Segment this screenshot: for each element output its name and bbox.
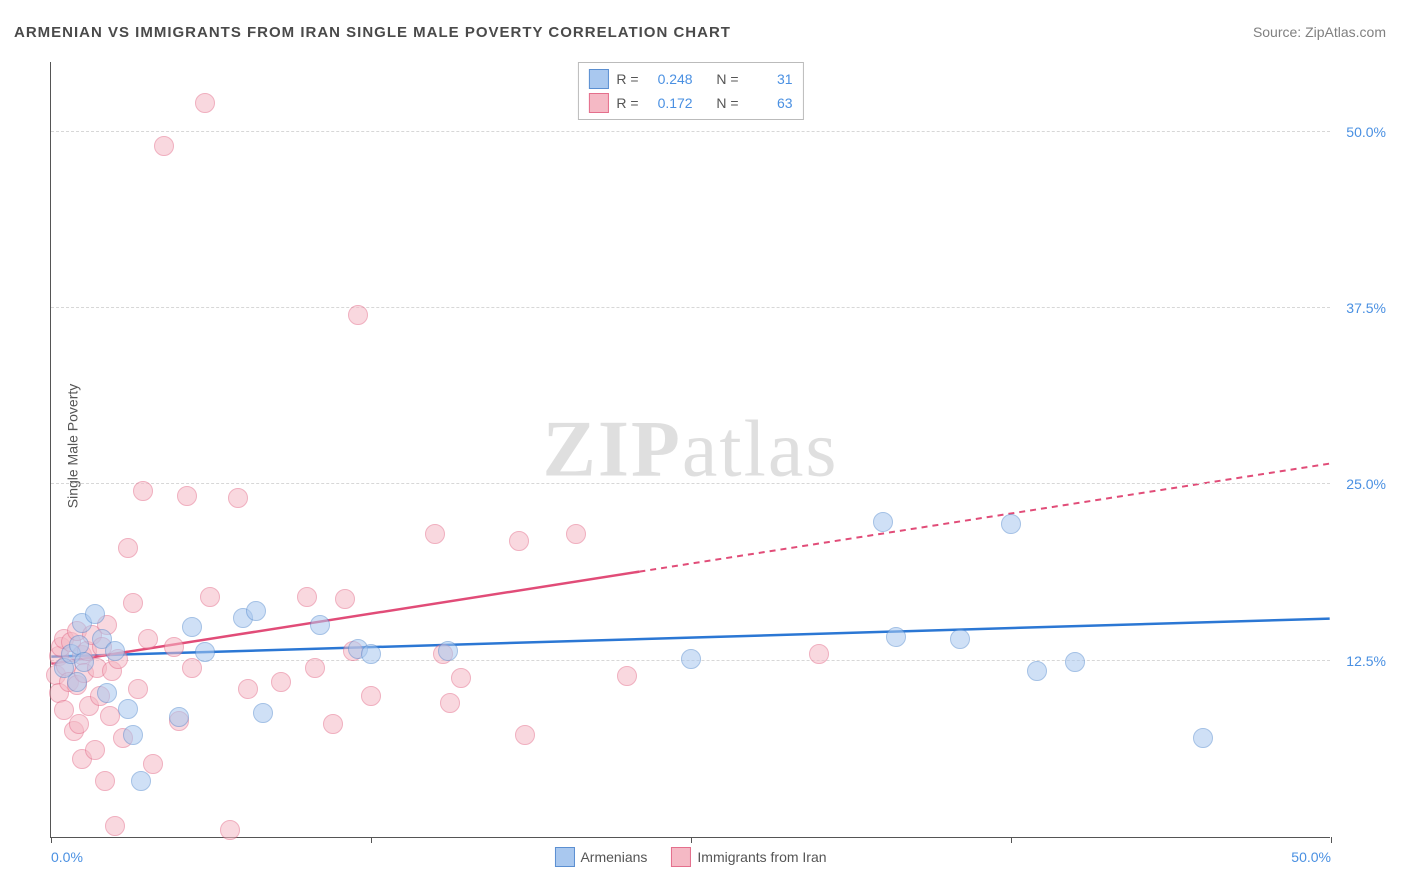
scatter-point <box>451 668 471 688</box>
series-legend-item: Immigrants from Iran <box>671 847 826 867</box>
scatter-point <box>1001 514 1021 534</box>
watermark: ZIPatlas <box>543 404 839 495</box>
x-tick <box>51 837 52 843</box>
scatter-point <box>169 707 189 727</box>
scatter-point <box>195 642 215 662</box>
scatter-point <box>138 629 158 649</box>
scatter-point <box>85 604 105 624</box>
scatter-point <box>131 771 151 791</box>
legend-r-value: 0.172 <box>647 95 693 111</box>
scatter-point <box>425 524 445 544</box>
x-tick <box>1331 837 1332 843</box>
scatter-point <box>681 649 701 669</box>
scatter-point <box>323 714 343 734</box>
series-legend-item: Armenians <box>554 847 647 867</box>
scatter-point <box>74 652 94 672</box>
scatter-point <box>438 641 458 661</box>
source-label: Source: ZipAtlas.com <box>1253 24 1386 40</box>
scatter-point <box>118 538 138 558</box>
scatter-point <box>305 658 325 678</box>
scatter-point <box>1193 728 1213 748</box>
scatter-point <box>950 629 970 649</box>
legend-swatch <box>554 847 574 867</box>
scatter-point <box>886 627 906 647</box>
scatter-point <box>809 644 829 664</box>
legend-r-label: R = <box>616 71 638 87</box>
y-tick-label: 37.5% <box>1346 300 1386 316</box>
scatter-point <box>97 683 117 703</box>
scatter-point <box>95 771 115 791</box>
scatter-point <box>228 488 248 508</box>
scatter-point <box>361 686 381 706</box>
scatter-point <box>182 617 202 637</box>
grid-line <box>51 307 1330 308</box>
scatter-point <box>105 816 125 836</box>
scatter-point <box>133 481 153 501</box>
scatter-point <box>348 305 368 325</box>
legend-swatch <box>588 69 608 89</box>
scatter-point <box>310 615 330 635</box>
scatter-point <box>297 587 317 607</box>
scatter-point <box>335 589 355 609</box>
scatter-point <box>253 703 273 723</box>
x-tick-label: 0.0% <box>51 849 83 865</box>
regression-line-dashed <box>639 464 1329 572</box>
scatter-point <box>238 679 258 699</box>
scatter-point <box>67 672 87 692</box>
legend-row: R = 0.248 N = 31 <box>588 67 792 91</box>
scatter-point <box>271 672 291 692</box>
scatter-point <box>85 740 105 760</box>
grid-line <box>51 131 1330 132</box>
scatter-point <box>200 587 220 607</box>
grid-line <box>51 483 1330 484</box>
scatter-point <box>1065 652 1085 672</box>
scatter-point <box>123 725 143 745</box>
x-tick <box>691 837 692 843</box>
scatter-point <box>1027 661 1047 681</box>
scatter-point <box>515 725 535 745</box>
scatter-point <box>118 699 138 719</box>
scatter-point <box>164 637 184 657</box>
legend-swatch <box>671 847 691 867</box>
scatter-point <box>195 93 215 113</box>
y-tick-label: 25.0% <box>1346 476 1386 492</box>
scatter-point <box>361 644 381 664</box>
series-name: Armenians <box>580 849 647 865</box>
scatter-point <box>440 693 460 713</box>
scatter-point <box>123 593 143 613</box>
scatter-point <box>69 714 89 734</box>
chart-title: ARMENIAN VS IMMIGRANTS FROM IRAN SINGLE … <box>14 24 731 41</box>
x-tick-label: 50.0% <box>1291 849 1331 865</box>
scatter-point <box>143 754 163 774</box>
scatter-point <box>128 679 148 699</box>
scatter-point <box>617 666 637 686</box>
source-text: ZipAtlas.com <box>1305 24 1386 40</box>
legend-row: R = 0.172 N = 63 <box>588 91 792 115</box>
scatter-point <box>873 512 893 532</box>
scatter-point <box>566 524 586 544</box>
scatter-point <box>509 531 529 551</box>
y-tick-label: 12.5% <box>1346 653 1386 669</box>
correlation-legend: R = 0.248 N = 31 R = 0.172 N = 63 <box>577 62 803 120</box>
chart-container: ARMENIAN VS IMMIGRANTS FROM IRAN SINGLE … <box>0 0 1406 892</box>
legend-n-value: 31 <box>747 71 793 87</box>
series-legend: Armenians Immigrants from Iran <box>554 847 826 867</box>
regression-lines-layer <box>51 62 1330 837</box>
scatter-point <box>105 641 125 661</box>
legend-r-value: 0.248 <box>647 71 693 87</box>
legend-r-label: R = <box>616 95 638 111</box>
x-tick <box>371 837 372 843</box>
y-tick-label: 50.0% <box>1346 124 1386 140</box>
series-name: Immigrants from Iran <box>697 849 826 865</box>
scatter-point <box>246 601 266 621</box>
legend-swatch <box>588 93 608 113</box>
legend-n-label: N = <box>716 71 738 87</box>
legend-n-value: 63 <box>747 95 793 111</box>
legend-n-label: N = <box>716 95 738 111</box>
scatter-point <box>220 820 240 840</box>
x-tick <box>1011 837 1012 843</box>
scatter-point <box>154 136 174 156</box>
scatter-point <box>177 486 197 506</box>
plot-area: ZIPatlas R =0.248 N =31R =0.172 N =63 Ar… <box>50 62 1330 838</box>
